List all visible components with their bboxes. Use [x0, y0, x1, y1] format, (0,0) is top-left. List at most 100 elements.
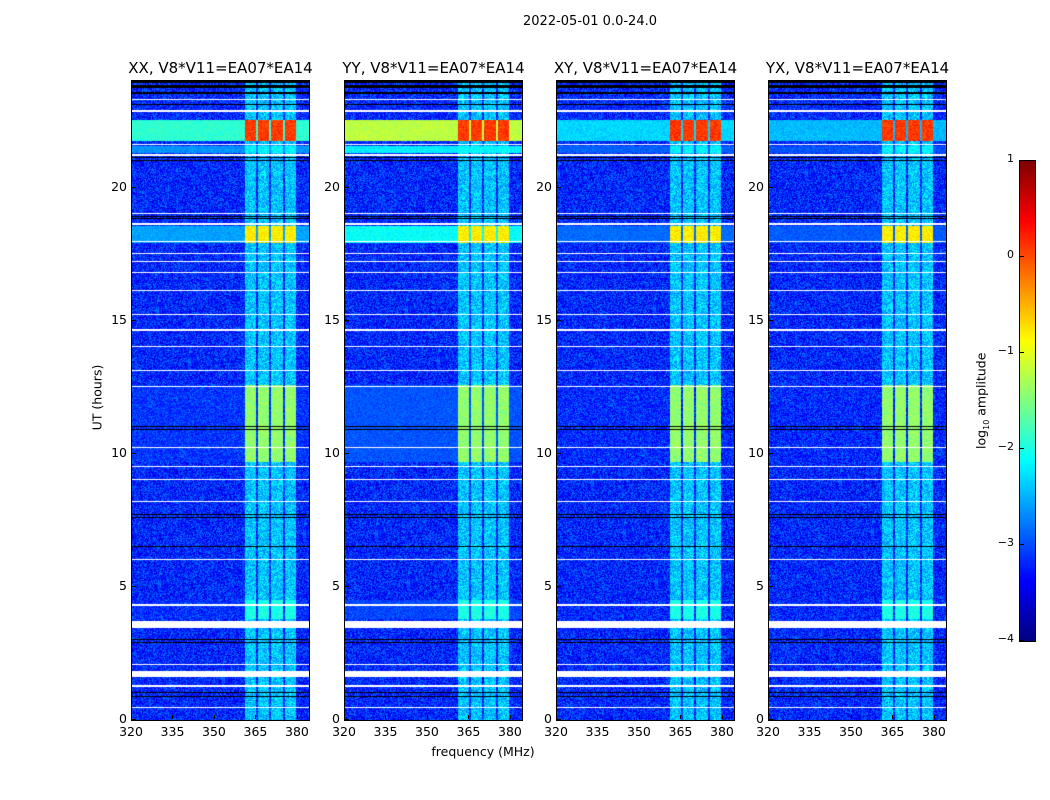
x-tick-mark — [809, 715, 811, 719]
x-tick-label: 350 — [415, 724, 439, 739]
y-tick-label: 0 — [544, 711, 552, 726]
y-tick-label: 5 — [119, 577, 127, 593]
y-tick-label: 20 — [748, 178, 764, 194]
x-tick-mark — [385, 715, 387, 719]
y-tick-label: 15 — [536, 311, 552, 327]
y-tick-mark — [345, 719, 349, 720]
x-tick-mark — [556, 715, 557, 719]
y-tick-mark — [557, 585, 561, 587]
x-tick-label: 365 — [880, 724, 905, 739]
y-tick-label: 0 — [332, 711, 340, 726]
y-tick-mark — [769, 585, 773, 587]
x-tick-mark — [680, 715, 682, 719]
y-tick-mark — [769, 719, 773, 720]
y-tick-mark — [769, 452, 773, 454]
y-tick-mark — [345, 319, 349, 321]
y-tick-label: 15 — [111, 311, 127, 327]
y-tick-label: 5 — [332, 577, 340, 593]
colorbar-tick-mark — [1020, 544, 1024, 545]
y-tick-mark — [132, 186, 136, 188]
x-tick-mark — [638, 715, 640, 719]
colorbar-tick-mark — [1020, 256, 1024, 257]
x-tick-mark — [892, 715, 894, 719]
x-tick-label: 380 — [285, 724, 309, 739]
colorbar-label-sub: 10 — [981, 419, 991, 430]
y-tick-mark — [345, 186, 349, 188]
y-tick-mark — [132, 719, 136, 720]
x-tick-mark — [344, 715, 345, 719]
y-tick-label: 15 — [748, 311, 764, 327]
y-tick-label: 10 — [324, 444, 340, 460]
x-tick-label: 320 — [544, 724, 568, 739]
y-tick-label: 10 — [748, 444, 764, 460]
colorbar-tick-mark — [1020, 160, 1024, 161]
figure-title: 2022-05-01 0.0-24.0 — [523, 14, 657, 29]
y-tick-mark — [557, 452, 561, 454]
x-tick-mark — [850, 715, 852, 719]
x-tick-label: 320 — [119, 724, 143, 739]
panel-title: XX, V8*V11=EA07*EA14 — [128, 59, 313, 77]
x-axis-label: frequency (MHz) — [431, 744, 535, 759]
x-tick-mark — [721, 715, 723, 719]
colorbar-label-main: log — [973, 429, 989, 449]
colorbar-tick-label: −3 — [997, 536, 1014, 549]
colorbar-tick-label: −2 — [997, 440, 1014, 453]
y-tick-label: 5 — [544, 577, 552, 593]
y-tick-mark — [132, 319, 136, 321]
y-tick-label: 10 — [111, 444, 127, 460]
waterfall-panel-yy: YY, V8*V11=EA07*EA14 — [342, 59, 525, 721]
x-tick-label: 380 — [710, 724, 734, 739]
x-tick-label: 350 — [627, 724, 651, 739]
y-tick-label: 20 — [111, 178, 127, 194]
y-tick-mark — [769, 319, 773, 321]
x-tick-mark — [426, 715, 428, 719]
x-tick-label: 350 — [839, 724, 863, 739]
y-tick-mark — [769, 186, 773, 188]
y-tick-mark — [132, 585, 136, 587]
x-tick-label: 320 — [756, 724, 780, 739]
waterfall-panel-yx: YX, V8*V11=EA07*EA14 — [766, 59, 949, 721]
y-axis-label: UT (hours) — [89, 364, 105, 431]
colorbar-label-rest: amplitude — [973, 352, 989, 420]
colorbar-gradient — [1020, 161, 1035, 641]
y-tick-mark — [345, 452, 349, 454]
waterfall-image — [769, 81, 946, 720]
colorbar-tick-label: −1 — [997, 344, 1014, 357]
x-tick-mark — [172, 715, 174, 719]
y-tick-mark — [557, 319, 561, 321]
x-tick-mark — [768, 715, 769, 719]
colorbar-tick-mark — [1020, 448, 1024, 449]
x-tick-mark — [255, 715, 257, 719]
x-tick-mark — [933, 715, 935, 719]
colorbar-tick-mark — [1020, 352, 1024, 353]
waterfall-image — [345, 81, 522, 720]
colorbar-tick-label: 1 — [1007, 152, 1014, 165]
x-tick-mark — [131, 715, 132, 719]
x-tick-label: 335 — [373, 724, 398, 739]
y-tick-label: 10 — [536, 444, 552, 460]
y-tick-label: 20 — [536, 178, 552, 194]
panel-title: YY, V8*V11=EA07*EA14 — [342, 59, 525, 77]
x-tick-label: 320 — [332, 724, 356, 739]
waterfall-panel-xy: XY, V8*V11=EA07*EA14 — [554, 59, 737, 721]
x-tick-label: 365 — [456, 724, 481, 739]
colorbar — [1019, 160, 1036, 642]
y-tick-mark — [345, 585, 349, 587]
y-tick-label: 5 — [756, 577, 764, 593]
waterfall-image — [557, 81, 734, 720]
x-tick-label: 335 — [160, 724, 185, 739]
x-tick-label: 365 — [668, 724, 693, 739]
x-tick-mark — [213, 715, 215, 719]
x-tick-label: 335 — [585, 724, 610, 739]
panel-title: YX, V8*V11=EA07*EA14 — [765, 59, 950, 77]
x-tick-label: 365 — [243, 724, 268, 739]
y-tick-label: 20 — [324, 178, 340, 194]
y-tick-mark — [557, 186, 561, 188]
y-tick-label: 15 — [324, 311, 340, 327]
x-tick-label: 380 — [922, 724, 946, 739]
colorbar-label: log10 amplitude — [973, 341, 991, 461]
x-tick-label: 335 — [797, 724, 822, 739]
colorbar-tick-label: 0 — [1007, 248, 1014, 261]
waterfall-panel-xx: XX, V8*V11=EA07*EA14 — [128, 59, 313, 721]
